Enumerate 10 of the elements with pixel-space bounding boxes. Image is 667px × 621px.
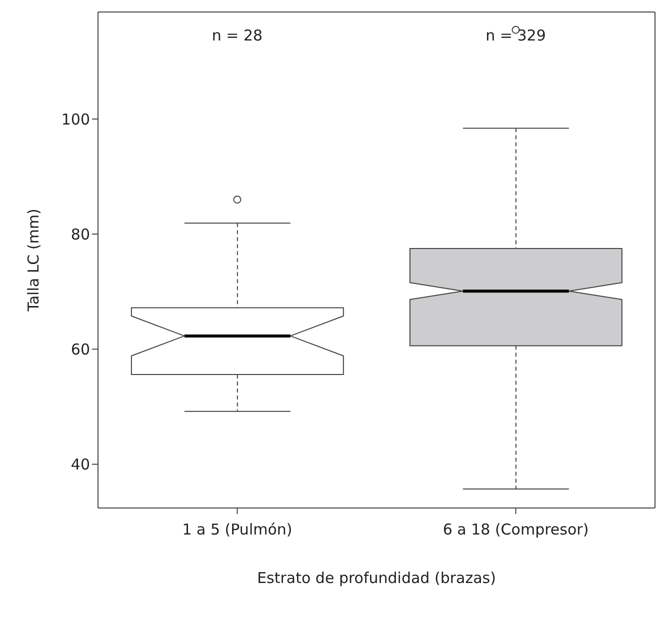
x-tick-label: 1 a 5 (Pulmón) <box>182 520 292 539</box>
y-tick-label: 100 <box>61 110 90 128</box>
y-tick-label: 40 <box>70 456 90 474</box>
x-tick-label: 6 a 18 (Compresor) <box>442 520 589 539</box>
y-tick-label: 60 <box>70 340 90 359</box>
annotation: n = 28 <box>212 26 263 45</box>
annotation: n = 329 <box>486 26 546 45</box>
y-axis-title: Talla LC (mm) <box>24 208 42 312</box>
y-tick-label: 80 <box>70 225 90 244</box>
x-axis-title: Estrato de profundidad (brazas) <box>257 569 496 587</box>
